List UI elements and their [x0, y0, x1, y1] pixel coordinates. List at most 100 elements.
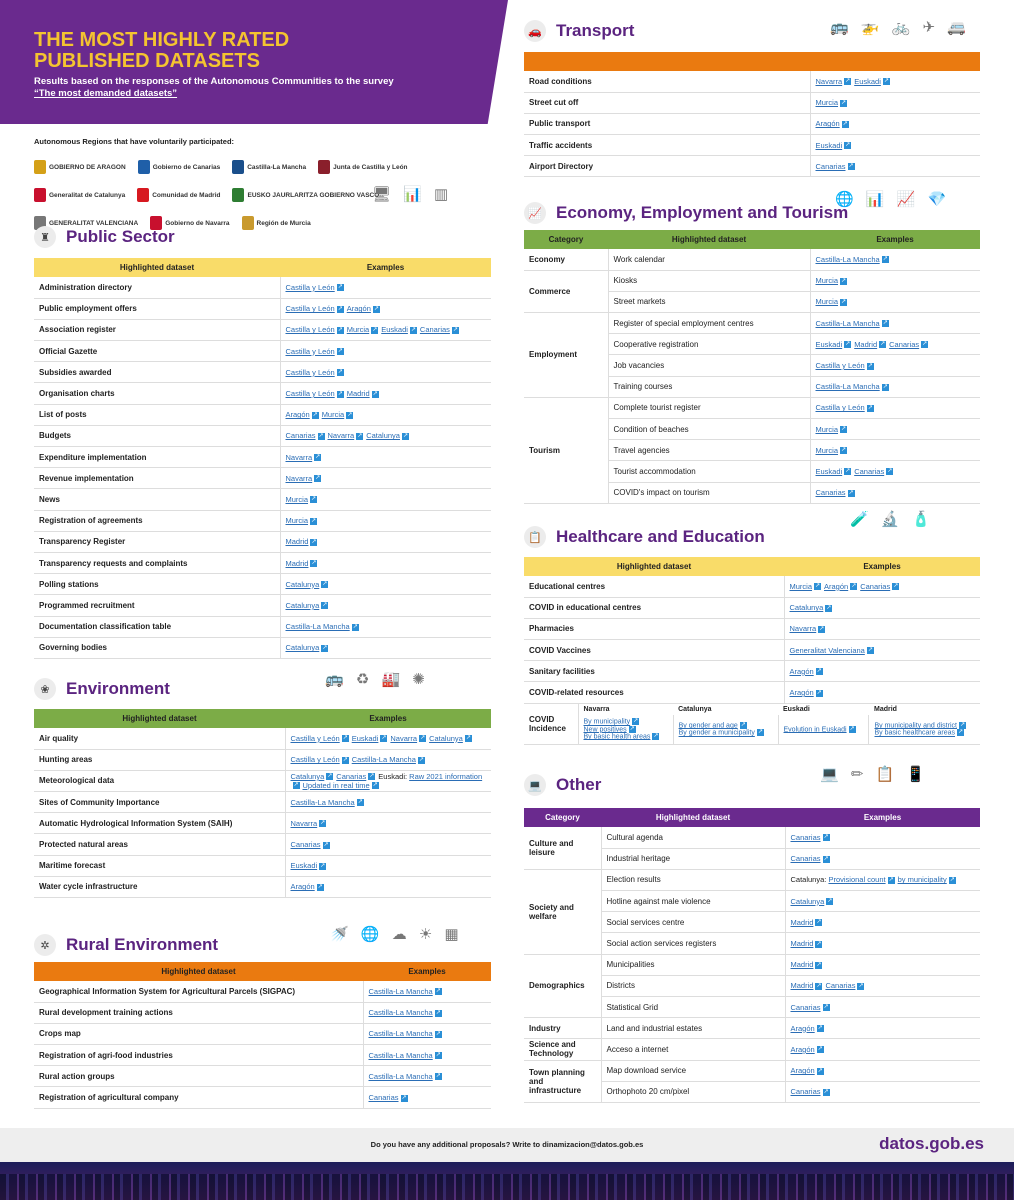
example-link[interactable]: Canarias	[816, 488, 855, 497]
example-link[interactable]: Canarias	[791, 1087, 830, 1096]
example-link[interactable]: Aragón	[791, 1045, 824, 1054]
example-link[interactable]: Catalunya	[286, 601, 329, 610]
example-link[interactable]: Canarias	[860, 582, 899, 591]
example-link[interactable]: Madrid	[791, 960, 823, 969]
example-link[interactable]: Navarra	[328, 431, 364, 440]
example-link[interactable]: Castilla-La Mancha	[369, 987, 442, 996]
example-link[interactable]: Murcia	[322, 410, 354, 419]
example-link[interactable]: Navarra	[390, 734, 426, 743]
example-link[interactable]: Updated in real time	[303, 781, 379, 790]
example-link[interactable]: Euskadi	[816, 141, 852, 150]
example-link[interactable]: Castilla y León	[286, 325, 344, 334]
example-link[interactable]: Murcia	[286, 516, 318, 525]
example-link[interactable]: Canarias	[854, 467, 893, 476]
example-link[interactable]: Euskadi	[816, 467, 852, 476]
example-link[interactable]: Aragón	[286, 410, 319, 419]
example-link[interactable]: By municipality and district	[874, 722, 972, 729]
example-link[interactable]: Catalunya	[429, 734, 472, 743]
example-link[interactable]: Euskadi	[352, 734, 388, 743]
example-link[interactable]: Madrid	[791, 918, 823, 927]
example-link[interactable]: Murcia	[286, 495, 318, 504]
example-link[interactable]: Castilla y León	[286, 283, 344, 292]
example-link[interactable]: Catalunya	[790, 603, 833, 612]
example-link[interactable]: Provisional count	[828, 875, 894, 884]
example-link[interactable]: Aragón	[347, 304, 380, 313]
example-link[interactable]: Canarias	[791, 1003, 830, 1012]
example-link[interactable]: Canarias	[791, 833, 830, 842]
example-link[interactable]: Castilla-La Mancha	[352, 755, 425, 764]
example-link[interactable]: Canarias	[336, 772, 375, 781]
example-link[interactable]: Castilla-La Mancha	[286, 622, 359, 631]
example-link[interactable]: Castilla y León	[816, 403, 874, 412]
example-link[interactable]: Catalunya	[286, 643, 329, 652]
example-link[interactable]: Canarias	[889, 340, 928, 349]
example-link[interactable]: By basic healthcare areas	[874, 729, 972, 737]
example-link[interactable]: by municipality	[898, 875, 956, 884]
example-link[interactable]: Madrid	[286, 537, 318, 546]
example-link[interactable]: Murcia	[816, 98, 848, 107]
example-link[interactable]: Catalunya	[286, 580, 329, 589]
example-link[interactable]: Castilla y León	[286, 368, 344, 377]
example-link[interactable]: Aragón	[790, 688, 823, 697]
example-link[interactable]: Navarra	[816, 77, 852, 86]
example-link[interactable]: Canarias	[825, 981, 864, 990]
example-link[interactable]: Madrid	[286, 559, 318, 568]
example-link[interactable]: Canarias	[420, 325, 459, 334]
example-link[interactable]: Murcia	[816, 297, 848, 306]
example-link[interactable]: By basic health areas	[584, 733, 665, 740]
example-link[interactable]: Castilla-La Mancha	[369, 1029, 442, 1038]
example-link[interactable]: Navarra	[286, 474, 322, 483]
example-link[interactable]: Navarra	[286, 453, 322, 462]
example-link[interactable]: Aragón	[816, 119, 849, 128]
example-link[interactable]: Murcia	[790, 582, 822, 591]
example-link[interactable]: Castilla y León	[286, 347, 344, 356]
example-link[interactable]: Castilla-La Mancha	[369, 1008, 442, 1017]
example-link[interactable]: Aragón	[291, 882, 324, 891]
dataset-examples: Castilla-La Mancha	[809, 249, 980, 271]
example-link[interactable]: Castilla y León	[286, 389, 344, 398]
example-link[interactable]: Raw 2021 information	[291, 772, 482, 790]
example-link[interactable]: Aragón	[790, 667, 823, 676]
example-link[interactable]: Canarias	[291, 840, 330, 849]
example-link[interactable]: Navarra	[790, 624, 826, 633]
example-link[interactable]: Castilla-La Mancha	[291, 798, 364, 807]
example-link[interactable]: Murcia	[816, 446, 848, 455]
example-link[interactable]: Murcia	[816, 425, 848, 434]
example-link[interactable]: Euskadi	[816, 340, 852, 349]
example-link[interactable]: Catalunya	[291, 772, 334, 781]
example-link[interactable]: Castilla y León	[291, 755, 349, 764]
example-link[interactable]: Catalunya	[366, 431, 409, 440]
example-link[interactable]: Madrid	[347, 389, 379, 398]
example-link[interactable]: Castilla-La Mancha	[816, 382, 889, 391]
example-link[interactable]: Aragón	[791, 1024, 824, 1033]
example-link[interactable]: Madrid	[791, 939, 823, 948]
example-link[interactable]: Castilla y León	[816, 361, 874, 370]
example-link[interactable]: Euskadi	[854, 77, 890, 86]
example-link[interactable]: Euskadi	[291, 861, 327, 870]
example-link[interactable]: Murcia	[347, 325, 379, 334]
example-link[interactable]: Castilla y León	[291, 734, 349, 743]
example-link[interactable]: Evolution in Euskadi	[784, 726, 861, 733]
example-link[interactable]: Aragón	[824, 582, 857, 591]
example-link[interactable]: By gender a municipality	[679, 729, 770, 737]
example-link[interactable]: Canarias	[791, 854, 830, 863]
example-link[interactable]: Canarias	[816, 162, 855, 171]
example-link[interactable]: Euskadi	[381, 325, 417, 334]
example-link[interactable]: Canarias	[286, 431, 325, 440]
example-link[interactable]: Castilla-La Mancha	[816, 319, 889, 328]
example-link[interactable]: Madrid	[791, 981, 823, 990]
example-link[interactable]: By municipality	[584, 718, 665, 726]
example-link[interactable]: Madrid	[854, 340, 886, 349]
example-link[interactable]: New positives	[584, 726, 665, 733]
example-link[interactable]: Canarias	[369, 1093, 408, 1102]
example-link[interactable]: Catalunya	[791, 897, 834, 906]
example-link[interactable]: Castilla-La Mancha	[369, 1072, 442, 1081]
example-link[interactable]: By gender and age	[679, 722, 770, 729]
example-link[interactable]: Castilla-La Mancha	[369, 1051, 442, 1060]
example-link[interactable]: Aragón	[791, 1066, 824, 1075]
example-link[interactable]: Castilla-La Mancha	[816, 255, 889, 264]
example-link[interactable]: Navarra	[291, 819, 327, 828]
example-link[interactable]: Generalitat Valenciana	[790, 646, 874, 655]
example-link[interactable]: Murcia	[816, 276, 848, 285]
example-link[interactable]: Castilla y León	[286, 304, 344, 313]
